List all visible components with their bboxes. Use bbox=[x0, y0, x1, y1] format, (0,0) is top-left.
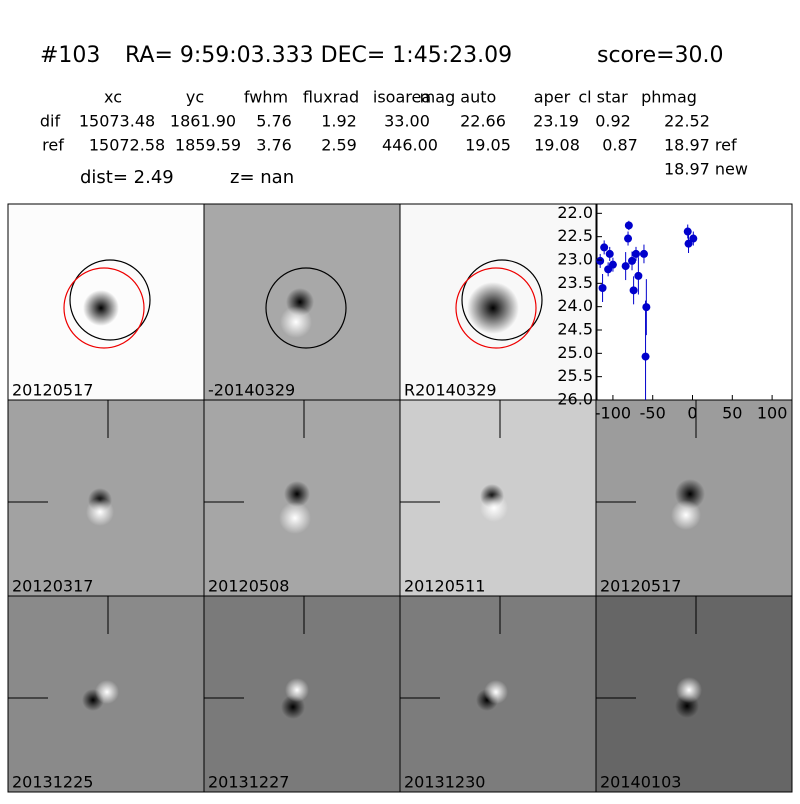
cell: 3.76 bbox=[256, 136, 292, 155]
new-circle bbox=[455, 267, 537, 349]
panel-label: 20140103 bbox=[600, 773, 681, 792]
cell: 0.92 bbox=[595, 112, 631, 131]
y-tick-label: 25.0 bbox=[557, 343, 593, 362]
y-tick-label: 23.0 bbox=[557, 250, 593, 269]
plot-area bbox=[596, 203, 793, 401]
panel-label: 20131227 bbox=[208, 773, 289, 792]
light-blob bbox=[86, 498, 114, 526]
light-blob bbox=[285, 678, 309, 702]
x-tick-label: -50 bbox=[640, 404, 666, 423]
cell: 18.97 ref bbox=[664, 136, 737, 155]
cell: 22.52 bbox=[664, 112, 710, 131]
x-tick-label: 0 bbox=[687, 404, 697, 423]
y-tick-label: 25.5 bbox=[557, 366, 593, 385]
light-blob bbox=[484, 680, 508, 704]
data-point bbox=[608, 260, 617, 269]
score: score=30.0 bbox=[597, 43, 724, 68]
column-header: xc bbox=[104, 88, 122, 107]
cell: 5.76 bbox=[256, 112, 292, 131]
data-point bbox=[634, 271, 643, 280]
x-tick-label: 100 bbox=[757, 404, 788, 423]
panel-label: R20140329 bbox=[404, 381, 497, 400]
column-header: mag auto bbox=[420, 88, 497, 107]
x-tick-label: 50 bbox=[722, 404, 742, 423]
row-label: dif bbox=[40, 112, 61, 131]
column-header: phmag bbox=[641, 88, 697, 107]
cell: 23.19 bbox=[533, 112, 579, 131]
data-point bbox=[596, 256, 605, 265]
data-point bbox=[629, 286, 638, 295]
panel-label: 20120317 bbox=[12, 577, 93, 596]
light-blob bbox=[480, 494, 508, 522]
y-tick-label: 24.0 bbox=[557, 296, 593, 315]
light-blob bbox=[671, 500, 701, 530]
object-id: #103 bbox=[40, 43, 100, 68]
data-point bbox=[600, 243, 609, 252]
row-label: ref bbox=[42, 136, 64, 155]
y-tick-label: 22.5 bbox=[557, 226, 593, 245]
y-tick-label: 24.5 bbox=[557, 320, 593, 339]
data-point bbox=[683, 227, 692, 236]
light-blob bbox=[280, 306, 312, 338]
panel-label: 20131230 bbox=[404, 773, 485, 792]
data-point bbox=[684, 239, 693, 248]
light-blob bbox=[279, 502, 311, 534]
plot-clip-group bbox=[596, 220, 698, 400]
data-point bbox=[605, 249, 614, 258]
panel-label: 20120517 bbox=[12, 381, 93, 400]
cell: 446.00 bbox=[382, 136, 438, 155]
cell: 1861.90 bbox=[170, 112, 236, 131]
panel-label: -20140329 bbox=[208, 381, 295, 400]
column-header: fluxrad bbox=[303, 88, 359, 107]
ref-circle bbox=[461, 259, 543, 341]
data-point bbox=[624, 234, 633, 243]
column-header: aper bbox=[534, 88, 571, 107]
data-point bbox=[624, 221, 633, 230]
panel-label: 20120517 bbox=[600, 577, 681, 596]
new-circle bbox=[63, 267, 145, 349]
dark-blob bbox=[83, 290, 119, 326]
data-point bbox=[632, 249, 640, 258]
y-tick-label: 22.0 bbox=[557, 203, 593, 222]
data-point bbox=[621, 262, 630, 271]
light-blob bbox=[95, 680, 119, 704]
data-point bbox=[642, 303, 651, 312]
panel-label: 20131225 bbox=[12, 773, 93, 792]
ref-circle bbox=[69, 259, 151, 341]
x-tick-label: -100 bbox=[595, 404, 631, 423]
panel-label: 20120511 bbox=[404, 577, 485, 596]
cell: 22.66 bbox=[460, 112, 506, 131]
data-point bbox=[639, 249, 648, 258]
cell: 19.08 bbox=[534, 136, 580, 155]
phmag-new: 18.97 new bbox=[664, 160, 748, 179]
cell: 33.00 bbox=[384, 112, 430, 131]
ref-circle bbox=[265, 267, 347, 349]
redshift: z= nan bbox=[230, 167, 294, 188]
coordinates: RA= 9:59:03.333 DEC= 1:45:23.09 bbox=[125, 43, 512, 68]
cell: 15072.58 bbox=[89, 136, 165, 155]
dist: dist= 2.49 bbox=[80, 167, 174, 188]
cell: 1859.59 bbox=[175, 136, 241, 155]
data-point bbox=[628, 256, 637, 265]
cell: 0.87 bbox=[602, 136, 638, 155]
cell: 1.92 bbox=[321, 112, 357, 131]
dark-blob bbox=[467, 282, 519, 334]
column-header: cl star bbox=[578, 88, 628, 107]
column-header: isoarea bbox=[373, 88, 431, 107]
cell: 19.05 bbox=[465, 136, 511, 155]
y-tick-label: 26.0 bbox=[557, 390, 593, 409]
cell: 15073.48 bbox=[79, 112, 155, 131]
data-point bbox=[598, 284, 607, 292]
dark-blob bbox=[284, 481, 310, 507]
y-tick-label: 23.5 bbox=[557, 273, 593, 292]
data-point bbox=[641, 352, 650, 361]
column-header: fwhm bbox=[244, 88, 288, 107]
column-header: yc bbox=[186, 88, 204, 107]
data-point bbox=[689, 234, 698, 243]
light-blob bbox=[676, 677, 702, 703]
cell: 2.59 bbox=[321, 136, 357, 155]
panel-label: 20120508 bbox=[208, 577, 289, 596]
